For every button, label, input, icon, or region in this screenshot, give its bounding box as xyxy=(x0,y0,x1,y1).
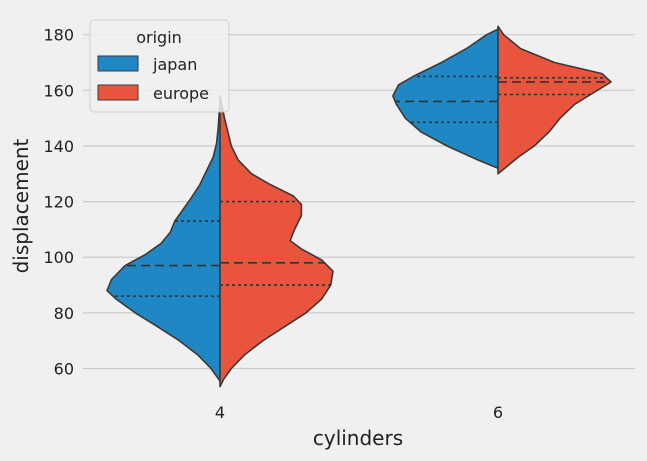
legend-title: origin xyxy=(136,28,182,47)
x-tick-4: 4 xyxy=(215,403,225,422)
y-tick-120: 120 xyxy=(43,193,74,212)
violin-japan-6 xyxy=(392,28,499,170)
y-tick-180: 180 xyxy=(43,26,74,45)
y-tick-140: 140 xyxy=(43,137,74,156)
legend-label-europe: europe xyxy=(153,84,209,103)
x-axis-label: cylinders xyxy=(313,426,403,450)
y-axis-label: displacement xyxy=(9,138,33,273)
y-tick-80: 80 xyxy=(54,304,74,323)
violins xyxy=(106,25,612,388)
violin-europe-4 xyxy=(219,95,334,388)
y-tick-160: 160 xyxy=(43,81,74,100)
legend: origin japan europe xyxy=(89,19,230,113)
y-tick-labels: 60 80 100 120 140 160 180 xyxy=(43,26,74,379)
violin-europe-6 xyxy=(497,25,612,175)
violin-japan-4 xyxy=(106,100,221,382)
legend-swatch-europe xyxy=(97,84,139,101)
y-tick-100: 100 xyxy=(43,248,74,267)
y-tick-60: 60 xyxy=(54,360,74,379)
legend-label-japan: japan xyxy=(152,55,197,74)
legend-swatch-japan xyxy=(97,55,139,72)
x-tick-6: 6 xyxy=(493,403,503,422)
